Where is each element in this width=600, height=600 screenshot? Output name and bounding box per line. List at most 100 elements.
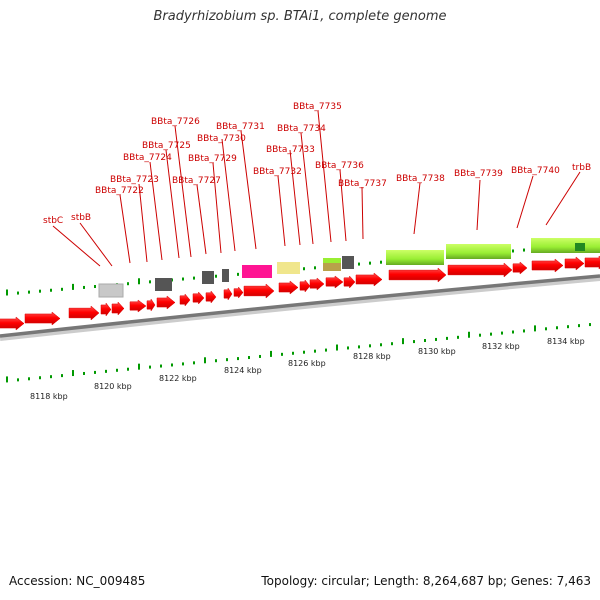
gene-arrow xyxy=(299,279,311,293)
feature-dark-gray-1 xyxy=(155,278,172,291)
upper-row-tick xyxy=(237,272,239,276)
gene-arrow xyxy=(100,302,112,317)
gene-arrow xyxy=(179,293,191,307)
gene-arrow xyxy=(343,275,356,289)
gene-arrows xyxy=(0,255,600,331)
gene-arrow xyxy=(192,291,205,305)
gene-arrow xyxy=(68,305,100,321)
leader-BBta_7722 xyxy=(119,194,131,264)
lower-row-tick xyxy=(446,336,448,340)
gene-arrow xyxy=(156,295,176,310)
gene-arrow xyxy=(146,298,156,312)
lower-row-tick xyxy=(61,374,63,378)
gene-arrow xyxy=(447,262,513,278)
feature-lime-2 xyxy=(446,244,511,259)
leader-BBta_7737 xyxy=(361,186,364,240)
label-BBta_7738: BBta_7738 xyxy=(396,174,445,184)
leader-BBta_7727 xyxy=(196,184,207,255)
feature-khaki xyxy=(277,262,300,274)
lower-row-tick xyxy=(391,342,393,346)
upper-row-tick xyxy=(523,248,525,252)
gene-arrow xyxy=(278,280,299,295)
lower-row-tick xyxy=(138,363,140,370)
lower-row-tick xyxy=(534,325,536,332)
gene-arrow xyxy=(129,299,147,313)
upper-row-tick xyxy=(50,288,52,292)
lower-row-tick xyxy=(83,371,85,375)
scale-label-8132: 8132 kbp xyxy=(482,342,520,351)
upper-row-tick xyxy=(127,282,129,286)
lower-row-tick xyxy=(270,350,272,357)
accession-text: Accession: NC_009485 xyxy=(9,574,146,588)
upper-row-tick xyxy=(6,289,8,296)
label-stbC: stbC xyxy=(43,216,63,226)
label-BBta_7729: BBta_7729 xyxy=(188,154,237,164)
lower-row-tick xyxy=(17,378,19,382)
gene-arrow xyxy=(0,316,25,331)
lower-row-tick xyxy=(479,333,481,337)
gene-arrow xyxy=(243,283,275,299)
gene-arrow xyxy=(205,290,217,304)
gene-arrow xyxy=(355,272,383,287)
lower-row-tick xyxy=(589,323,591,327)
lower-row-tick xyxy=(325,348,327,352)
leader-BBta_7723 xyxy=(138,183,148,263)
leader-BBta_7726 xyxy=(174,125,192,258)
backbone-shadow xyxy=(0,275,600,341)
gene-arrow xyxy=(325,275,344,289)
label-BBta_7730: BBta_7730 xyxy=(197,134,246,144)
leader-BBta_7731 xyxy=(240,130,257,250)
upper-row-tick xyxy=(17,291,19,295)
scale-label-8130: 8130 kbp xyxy=(418,347,456,356)
lower-row-tick xyxy=(292,351,294,355)
upper-row-tick xyxy=(193,276,195,280)
gene-arrow xyxy=(388,267,447,283)
lower-row-tick xyxy=(556,326,558,330)
upper-row-tick xyxy=(182,277,184,281)
lower-row-tick xyxy=(490,332,492,336)
leader-BBta_7733 xyxy=(289,149,301,246)
gene-arrow xyxy=(564,256,585,271)
feature-dark-gray-4 xyxy=(342,256,354,269)
gene-arrow xyxy=(584,255,600,270)
label-BBta_7725: BBta_7725 xyxy=(142,141,191,151)
leader-BBta_7740 xyxy=(516,175,534,229)
upper-row-tick xyxy=(314,266,316,270)
upper-row-tick xyxy=(303,267,305,271)
leader-BBta_7736 xyxy=(339,169,347,242)
lower-row-tick xyxy=(50,375,52,379)
lower-row-tick xyxy=(281,352,283,356)
leader-BBta_7739 xyxy=(476,179,481,231)
lower-row-tick xyxy=(215,359,217,363)
lower-row-tick xyxy=(72,370,74,377)
lower-row-tick xyxy=(127,367,129,371)
feature-lime-3 xyxy=(531,238,600,253)
lower-row-tick xyxy=(501,331,503,335)
lower-row-tick xyxy=(248,356,250,360)
feature-boxes xyxy=(98,238,600,298)
label-BBta_7733: BBta_7733 xyxy=(266,145,315,155)
upper-row-tick xyxy=(215,274,217,278)
lower-row-tick xyxy=(6,376,8,383)
lower-row-tick xyxy=(435,337,437,341)
label-BBta_7727: BBta_7727 xyxy=(172,176,221,186)
upper-row-tick xyxy=(358,262,360,266)
scale-label-8124: 8124 kbp xyxy=(224,366,262,375)
leader-BBta_7724 xyxy=(149,161,163,261)
lower-row-tick xyxy=(259,354,261,358)
lower-row-tick xyxy=(28,377,30,381)
lower-row-tick xyxy=(116,368,118,372)
feature-light-gray xyxy=(98,283,124,298)
gene-arrow xyxy=(111,301,125,316)
upper-row-tick xyxy=(149,280,151,284)
lower-row-tick xyxy=(226,358,228,362)
gene-arrow xyxy=(512,261,528,275)
scale-label-8120: 8120 kbp xyxy=(94,382,132,391)
label-BBta_7732: BBta_7732 xyxy=(253,167,302,177)
label-stbB: stbB xyxy=(71,213,91,223)
feature-dark-gray-3 xyxy=(222,269,229,282)
label-BBta_7731: BBta_7731 xyxy=(216,122,265,132)
topology-text: Topology: circular; Length: 8,264,687 bp… xyxy=(261,574,591,588)
lower-row-tick xyxy=(336,344,338,351)
